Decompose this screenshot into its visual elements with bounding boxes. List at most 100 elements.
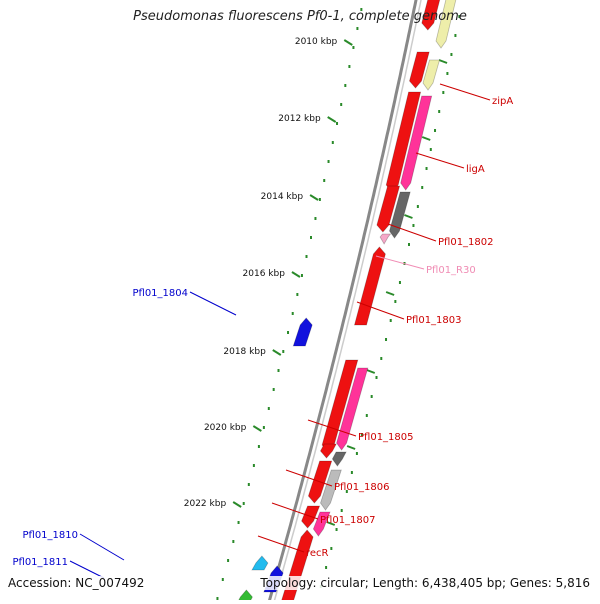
- gene-label-leader: [307, 419, 357, 437]
- kbp-tick-mark: [291, 271, 301, 278]
- guide-dot: [331, 141, 334, 144]
- gene-label: Pfl01_1803: [406, 315, 462, 326]
- gene-label: Pfl01_1810: [22, 530, 78, 541]
- guide-dot: [434, 129, 437, 132]
- guide-dot: [247, 483, 250, 486]
- guide-dot: [344, 84, 347, 87]
- gene-red: [320, 443, 337, 459]
- gene-label: Pfl01_1807: [320, 515, 376, 526]
- guide-dot: [314, 217, 317, 220]
- guide-dot: [412, 224, 415, 227]
- gene-label-leader: [375, 255, 425, 270]
- gene-features: [236, 0, 457, 604]
- guide-dot: [389, 319, 392, 322]
- kbp-tick-label: 2014 kbp: [261, 192, 304, 202]
- guide-dot: [407, 243, 410, 246]
- gene-red: [421, 0, 441, 31]
- kbp-tick-mark: [385, 291, 395, 296]
- topology-text: Topology: circular; Length: 6,438,405 bp…: [260, 576, 590, 590]
- guide-dot: [287, 331, 290, 334]
- guide-dot: [360, 433, 363, 436]
- guide-dot: [296, 293, 299, 296]
- guide-dot: [370, 395, 373, 398]
- kbp-tick-mark: [346, 445, 356, 450]
- guide-dot: [421, 186, 424, 189]
- gene-label-leader: [189, 291, 237, 316]
- guide-dot: [355, 452, 358, 455]
- kbp-tick-label: 2010 kbp: [295, 37, 338, 47]
- guide-dot: [267, 407, 270, 410]
- kbp-tick-mark: [327, 116, 337, 123]
- gene-pink: [312, 511, 331, 537]
- guide-dot: [221, 578, 224, 581]
- guide-dot: [262, 426, 265, 429]
- gene-red: [376, 185, 401, 233]
- gene-label: Pfl01_1805: [358, 432, 414, 443]
- gene-label-leader: [69, 560, 105, 579]
- kbp-ticks: 2010 kbp 2012 kbp 2014 kbp 2016 kbp 2018 kbp…: [184, 37, 448, 526]
- kbp-tick-mark: [309, 194, 319, 201]
- gene-label-leader: [356, 301, 405, 320]
- guide-dot: [340, 103, 343, 106]
- guide-dot: [330, 547, 333, 550]
- gene-label: Pfl01_R30: [426, 265, 476, 276]
- guide-dot: [237, 521, 240, 524]
- guide-dot: [375, 376, 378, 379]
- guide-dot: [429, 148, 432, 151]
- guide-dot: [446, 72, 449, 75]
- guide-dot: [356, 27, 359, 30]
- guide-dot: [336, 122, 339, 125]
- guide-dot: [305, 255, 308, 258]
- guide-dot: [277, 369, 280, 372]
- guide-dot: [454, 34, 457, 37]
- guide-dot: [438, 110, 441, 113]
- kbp-tick-mark: [421, 136, 431, 141]
- gene-pfl01-1810: [251, 555, 269, 571]
- gene-labels: zipA ligA Pfl01_1802 Pfl01_R30 Pfl01_1803 Pfl…: [12, 83, 513, 579]
- kbp-tick-label: 2022 kbp: [184, 499, 227, 509]
- kbp-tick-mark: [232, 501, 242, 508]
- guide-dot: [227, 559, 230, 562]
- guide-dot: [442, 91, 445, 94]
- gene-pfl01-r30: [379, 233, 392, 245]
- backbone-outer-line: [266, 0, 418, 604]
- gene-green: [236, 589, 253, 604]
- kbp-tick-label: 2018 kbp: [223, 347, 266, 357]
- kbp-tick-label: 2016 kbp: [243, 269, 286, 279]
- guide-dot: [458, 15, 461, 18]
- kbp-tick-mark: [272, 349, 282, 356]
- guide-dot: [325, 566, 328, 569]
- guide-dot: [416, 205, 419, 208]
- kbp-tick-mark: [252, 425, 262, 432]
- gene-label: zipA: [492, 96, 513, 107]
- kbp-tick-mark: [366, 369, 376, 374]
- kbp-tick-label: 2020 kbp: [204, 423, 247, 433]
- guide-dot: [309, 236, 312, 239]
- gene-label-leader: [415, 152, 465, 169]
- genome-backbone: [266, 0, 422, 604]
- guide-dot: [216, 597, 219, 600]
- gene-label: Pfl01_1806: [334, 482, 390, 493]
- gene-yellow: [422, 59, 441, 91]
- guide-dot: [380, 357, 383, 360]
- guide-dot: [365, 414, 368, 417]
- kbp-tick-mark: [438, 59, 448, 64]
- guide-dot: [348, 65, 351, 68]
- accession-text: Accession: NC_007492: [8, 576, 145, 590]
- kbp-tick-mark: [343, 39, 353, 46]
- guide-dot: [323, 179, 326, 182]
- guide-dot: [345, 490, 348, 493]
- guide-dot: [394, 300, 397, 303]
- gene-label: Pfl01_1811: [12, 557, 68, 568]
- gene-label-leader: [387, 223, 437, 242]
- gene-yellow: [435, 0, 457, 49]
- guide-dot: [335, 528, 338, 531]
- guide-dot: [318, 198, 321, 201]
- guide-dot: [242, 502, 245, 505]
- guide-dot: [425, 167, 428, 170]
- guide-dot: [232, 540, 235, 543]
- gene-pfl01-1806: [331, 451, 347, 467]
- gene-label-leader: [79, 533, 125, 561]
- gene-label: recR: [306, 548, 329, 559]
